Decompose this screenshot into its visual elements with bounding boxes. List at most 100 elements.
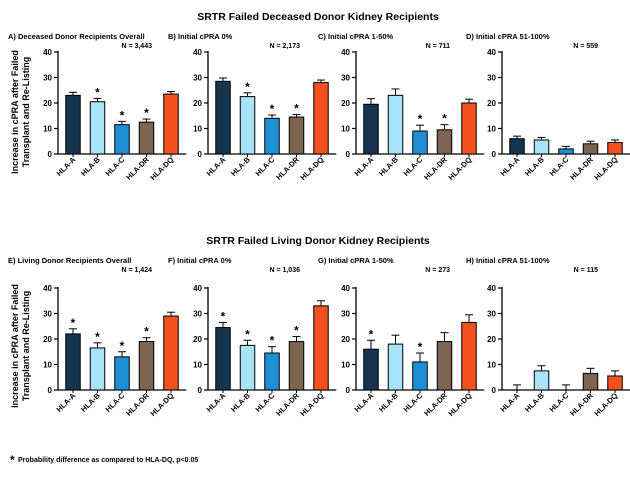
y-tick-label: 10 bbox=[193, 361, 202, 370]
x-tick-label: HLA-A bbox=[499, 391, 522, 414]
bar-hla-dq bbox=[461, 102, 477, 155]
panel-title: G) Initial cPRA 1-50% bbox=[318, 256, 394, 265]
y-tick-label: 40 bbox=[487, 284, 496, 293]
y-tick-label: 40 bbox=[487, 48, 496, 57]
y-tick-label: 10 bbox=[43, 361, 52, 370]
bar-hla-b bbox=[89, 347, 106, 391]
bar-hla-dr bbox=[436, 129, 453, 155]
x-tick-label: HLA-DQ bbox=[298, 391, 325, 418]
bar-hla-dr bbox=[288, 341, 305, 391]
y-tick-label: 0 bbox=[346, 386, 351, 395]
bar-hla-a bbox=[509, 138, 525, 155]
bar-hla-dr bbox=[582, 143, 599, 155]
bar-hla-dq bbox=[461, 321, 477, 391]
bar-hla-dq bbox=[313, 305, 329, 391]
bar-hla-a bbox=[215, 80, 231, 155]
significance-star: * bbox=[71, 316, 76, 330]
y-tick-label: 20 bbox=[43, 335, 52, 344]
significance-star: * bbox=[95, 330, 100, 344]
significance-star: * bbox=[95, 85, 100, 99]
x-tick-label: HLA-C bbox=[402, 391, 425, 414]
y-tick-label: 30 bbox=[341, 310, 350, 319]
bar-hla-a bbox=[363, 348, 379, 391]
panel-n-label: N = 1,424 bbox=[121, 267, 152, 274]
x-tick-label: HLA-B bbox=[523, 391, 546, 414]
x-tick-label: HLA-C bbox=[548, 155, 571, 178]
x-tick-label: HLA-B bbox=[79, 155, 102, 178]
y-tick-label: 0 bbox=[346, 150, 351, 159]
y-tick-label: 40 bbox=[43, 284, 52, 293]
y-tick-label: 0 bbox=[492, 386, 497, 395]
y-tick-label: 0 bbox=[198, 386, 203, 395]
y-tick-label: 40 bbox=[193, 48, 202, 57]
x-tick-label: HLA-DR bbox=[274, 391, 301, 418]
x-tick-label: HLA-A bbox=[205, 155, 228, 178]
chart-panel: D) Initial cPRA 51-100% N = 559 0 10 20 30 40 H… bbox=[466, 32, 630, 182]
x-tick-label: HLA-C bbox=[254, 155, 277, 178]
significance-star: * bbox=[418, 112, 423, 126]
x-tick-label: HLA-A bbox=[353, 155, 376, 178]
y-tick-label: 20 bbox=[341, 335, 350, 344]
chart-panel: C) Initial cPRA 1-50% N = 711 0 10 20 30 40 HLA… bbox=[318, 32, 485, 182]
panel-n-label: N = 3,443 bbox=[121, 43, 152, 50]
x-tick-label: HLA-B bbox=[79, 391, 102, 414]
x-tick-label: HLA-DQ bbox=[148, 155, 175, 182]
chart-panel: A) Deceased Donor Recipients Overall N = … bbox=[8, 32, 187, 182]
chart-panel: H) Initial cPRA 51-100% N = 115 0 10 20 30 40 H… bbox=[466, 256, 630, 418]
y-tick-label: 30 bbox=[487, 310, 496, 319]
bar-hla-dr bbox=[288, 116, 305, 155]
x-tick-label: HLA-B bbox=[229, 391, 252, 414]
significance-star: * bbox=[120, 339, 125, 353]
x-tick-label: HLA-DQ bbox=[446, 391, 473, 418]
bar-hla-dq bbox=[607, 375, 623, 391]
bar-hla-a bbox=[65, 94, 81, 155]
bar-hla-b bbox=[387, 343, 404, 391]
x-tick-label: HLA-DQ bbox=[592, 155, 619, 182]
significance-star: * bbox=[245, 327, 250, 341]
y-tick-label: 0 bbox=[198, 150, 203, 159]
bar-hla-c bbox=[114, 124, 130, 155]
y-tick-label: 0 bbox=[492, 150, 497, 159]
x-tick-label: HLA-B bbox=[377, 155, 400, 178]
bar-hla-a bbox=[215, 327, 231, 391]
bar-hla-c bbox=[412, 130, 428, 155]
bar-hla-a bbox=[363, 103, 379, 155]
x-tick-label: HLA-B bbox=[229, 155, 252, 178]
x-tick-label: HLA-B bbox=[377, 391, 400, 414]
chart-panel: E) Living Donor Recipients Overall N = 1,… bbox=[8, 256, 187, 418]
panel-title: F) Initial cPRA 0% bbox=[168, 256, 232, 265]
bar-hla-b bbox=[533, 370, 550, 391]
panel-n-label: N = 273 bbox=[425, 267, 450, 274]
bar-hla-c bbox=[114, 356, 130, 391]
panel-title: B) Initial cPRA 0% bbox=[168, 32, 233, 41]
y-axis-label-line-2: Transplant and Re-Listing bbox=[21, 57, 31, 168]
x-tick-label: HLA-A bbox=[499, 155, 522, 178]
y-tick-label: 40 bbox=[341, 48, 350, 57]
x-tick-label: HLA-DR bbox=[274, 155, 301, 182]
bar-hla-c bbox=[558, 148, 574, 155]
bar-hla-dr bbox=[436, 341, 453, 391]
panel-n-label: N = 2,173 bbox=[269, 43, 300, 50]
bar-hla-c bbox=[412, 361, 428, 391]
bar-hla-b bbox=[387, 94, 404, 155]
y-tick-label: 30 bbox=[43, 74, 52, 83]
y-tick-label: 10 bbox=[43, 125, 52, 134]
y-tick-label: 20 bbox=[193, 99, 202, 108]
chart-panel: B) Initial cPRA 0% N = 2,173 0 10 20 30 40 HLA-… bbox=[168, 32, 337, 182]
footnote: * Probability difference as compared to … bbox=[10, 453, 198, 467]
significance-star: * bbox=[294, 323, 299, 337]
bar-hla-dr bbox=[138, 121, 155, 155]
x-tick-label: HLA-DQ bbox=[148, 391, 175, 418]
panel-title: D) Initial cPRA 51-100% bbox=[466, 32, 550, 41]
bar-hla-b bbox=[89, 101, 106, 155]
y-tick-label: 10 bbox=[341, 361, 350, 370]
bar-hla-dq bbox=[607, 142, 623, 155]
x-tick-label: HLA-A bbox=[55, 155, 78, 178]
significance-star: * bbox=[270, 334, 275, 348]
x-tick-label: HLA-C bbox=[104, 391, 127, 414]
panel-title: E) Living Donor Recipients Overall bbox=[8, 256, 131, 265]
y-axis-label-line-1: Increase in cPRA after Failed bbox=[10, 50, 20, 174]
section-title-living: SRTR Failed Living Donor Kidney Recipien… bbox=[206, 235, 430, 247]
y-tick-label: 10 bbox=[341, 125, 350, 134]
x-tick-label: HLA-DQ bbox=[446, 155, 473, 182]
